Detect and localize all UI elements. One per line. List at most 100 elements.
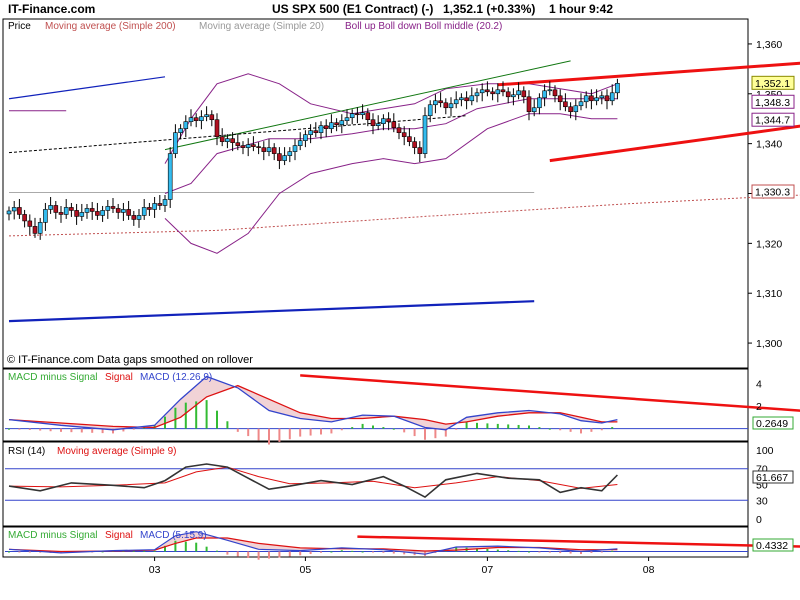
candle-body (100, 210, 105, 216)
macd2-histogram-bar (403, 551, 406, 555)
macd2-histogram-bar (257, 551, 260, 560)
candle-body (251, 144, 256, 147)
macd1-histogram-bar (444, 428, 447, 437)
candle-body (121, 209, 126, 213)
candle-body (604, 95, 610, 102)
candle-body (95, 211, 100, 216)
macd1-histogram-bar (122, 428, 125, 432)
macd1-histogram-bar (112, 428, 114, 434)
candle-body (521, 90, 527, 98)
candle-body (11, 207, 17, 212)
candle-body (578, 101, 584, 107)
macd1-histogram-bar (278, 428, 281, 442)
macd1-histogram-bar (101, 428, 104, 434)
macd1-red-trendline (300, 374, 800, 412)
candle-body (183, 121, 189, 129)
candle-body (188, 117, 194, 123)
price-value-badge (751, 75, 795, 90)
macd1-histogram-bar (80, 428, 83, 433)
instrument-title: US SPX 500 (E1 Contract) (-) (272, 2, 434, 16)
candle-body (136, 215, 142, 220)
macd2-histogram-bar (288, 551, 291, 557)
candle-body (537, 97, 542, 109)
rsi-series-layer (5, 463, 748, 501)
macd2-histogram-bar (299, 551, 302, 556)
candle-body (6, 210, 12, 215)
macd1-histogram-bar (528, 425, 530, 429)
macd1-histogram-bar (465, 422, 468, 429)
timeframe-label: 1 hour 9:42 (549, 2, 614, 16)
legend-macd2-signal: Signal (105, 530, 133, 541)
macd1-histogram-bar (538, 427, 541, 429)
macd2-histogram-bar (216, 550, 218, 552)
legend-macd2-hist: MACD minus Signal (8, 530, 97, 541)
macd2-histogram-bar (382, 551, 385, 553)
macd2-histogram-bar (39, 551, 42, 553)
candle-body (563, 101, 568, 108)
macd1-histogram-bar (8, 428, 10, 430)
macd1-histogram-bar (455, 428, 458, 430)
macd1-histogram-bar (247, 428, 250, 437)
candle-body (479, 89, 485, 94)
macd2-histogram-bar (184, 541, 187, 552)
candle-body (573, 105, 579, 113)
candle-body (193, 117, 199, 122)
candle-body (381, 118, 386, 125)
macd1-histogram-bar (216, 410, 218, 429)
macd2-histogram-bar (361, 551, 364, 553)
macd1-histogram-bar (70, 428, 73, 433)
candle-body (360, 112, 365, 116)
macd1-histogram-bar (205, 400, 208, 429)
candle-body (505, 91, 511, 98)
candle-body (318, 125, 324, 133)
candle-body (69, 207, 74, 211)
macd1-histogram-bar (226, 421, 229, 429)
candle-body (438, 100, 443, 104)
candle-body (334, 122, 339, 125)
legend-macd1-hist: MACD minus Signal (8, 372, 97, 383)
macd1-histogram-bar (320, 428, 322, 435)
macd2-histogram-bar (174, 540, 177, 552)
macd2-histogram-bar (247, 551, 250, 559)
macd1-histogram-bar (600, 428, 603, 431)
macd1-histogram-bar (174, 407, 177, 429)
candle-body (199, 116, 204, 122)
macd2-histogram-bar (226, 551, 229, 555)
candle-body (427, 104, 433, 117)
macd1-histogram-bar (580, 428, 582, 434)
candle-body (292, 145, 298, 152)
macd2-histogram-bar (28, 551, 31, 553)
candle-body (433, 100, 438, 106)
candle-body (417, 147, 423, 154)
macd1-axis-label: 4 (756, 378, 762, 390)
price-value-badge (751, 112, 795, 127)
macd1-histogram-bar (49, 428, 52, 432)
price-axis-label: 1,310 (756, 288, 782, 300)
macd2-histogram-bar (340, 550, 343, 552)
macd2-histogram-bar (278, 551, 281, 558)
blue-lower-trendline (8, 300, 535, 323)
candle-body (464, 97, 469, 102)
price-panel-frame (2, 18, 749, 369)
macd2-histogram-bar (143, 550, 146, 552)
candle-body (391, 121, 397, 128)
candle-body (589, 95, 594, 102)
candle-body (386, 118, 391, 123)
candle-body (297, 140, 303, 146)
candle-body (105, 206, 111, 211)
rsi-value-badge: 61.667 (752, 470, 794, 484)
candle-body (407, 136, 412, 142)
legend-macd1-macd: MACD (12.26.9) (140, 372, 212, 383)
x-axis-label: 07 (482, 564, 494, 576)
candle-body (448, 103, 454, 109)
chart-header: IT-Finance.com US SPX 500 (E1 Contract) … (0, 0, 800, 18)
macd1-macd-line (8, 375, 618, 431)
price-axis-label: 1,340 (756, 139, 782, 151)
candle-body (235, 142, 241, 146)
macd2-histogram-bar (320, 551, 322, 553)
candle-body (37, 222, 43, 234)
macd2-histogram-bar (611, 550, 614, 552)
macd2-histogram-bar (548, 551, 551, 553)
candle-body (266, 147, 272, 152)
